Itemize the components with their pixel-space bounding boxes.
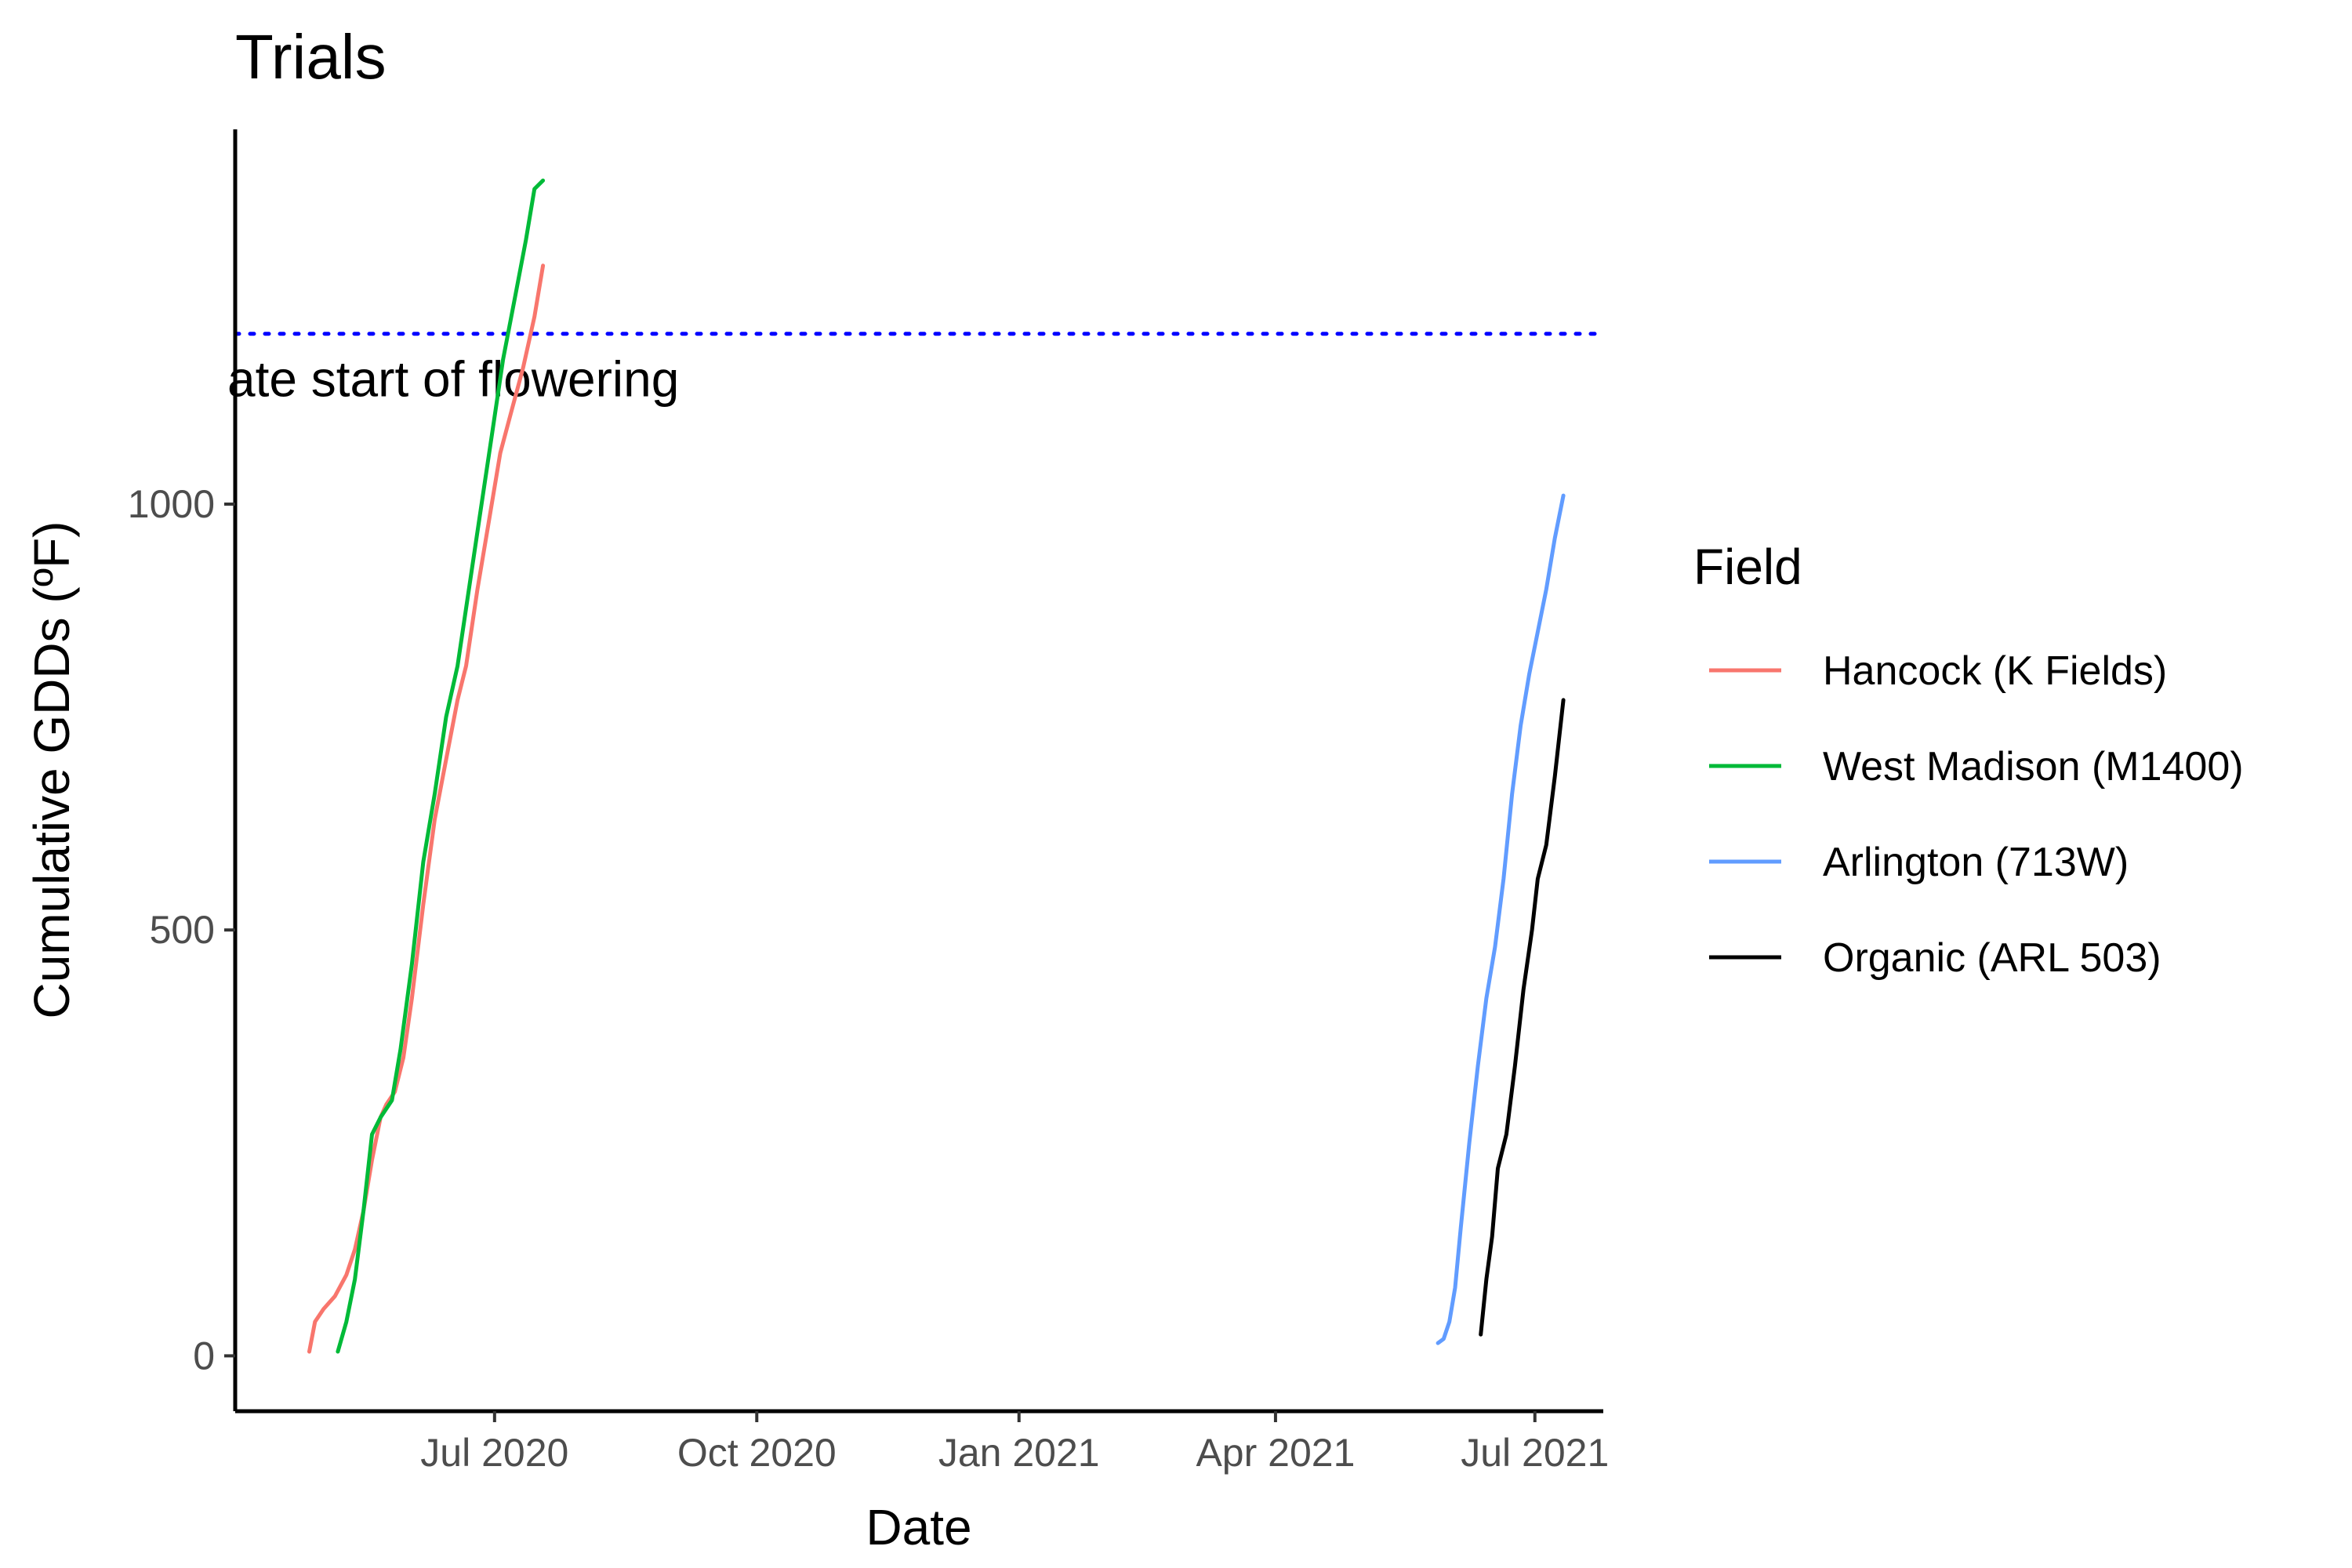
chart-title: Trials xyxy=(235,22,387,92)
x-ticks: Jul 2020 Oct 2020 Jan 2021 Apr 2021 Jul 2021 xyxy=(420,1411,1609,1475)
y-tick-label: 0 xyxy=(193,1334,215,1377)
x-tick-label: Apr 2021 xyxy=(1196,1431,1355,1475)
series-line-3 xyxy=(1436,493,1566,1345)
legend-label-4: Organic (ARL 503) xyxy=(1823,935,2161,981)
x-tick-label: Oct 2020 xyxy=(677,1431,837,1475)
legend-label-1: Hancock (K Fields) xyxy=(1823,648,2167,694)
series-line-1 xyxy=(307,263,546,1354)
plot-area: ate start of flowering xyxy=(227,178,1606,1354)
x-tick-label: Jul 2020 xyxy=(420,1431,568,1475)
y-tick-label: 1000 xyxy=(128,482,215,526)
reference-line-label: ate start of flowering xyxy=(227,351,679,408)
legend-title: Field xyxy=(1693,539,1802,595)
x-axis-title: Date xyxy=(866,1499,971,1555)
y-ticks: 0 500 1000 xyxy=(128,482,235,1377)
legend: Field Hancock (K Fields) West Madison (M1… xyxy=(1693,539,2244,981)
y-axis-title: Cumulative GDDs (ºF) xyxy=(24,521,80,1019)
series-line-2 xyxy=(336,178,546,1354)
series-line-4 xyxy=(1479,698,1566,1337)
legend-label-3: Arlington (713W) xyxy=(1823,840,2129,885)
x-tick-label: Jan 2021 xyxy=(938,1431,1100,1475)
x-tick-label: Jul 2021 xyxy=(1461,1431,1609,1475)
legend-label-2: West Madison (M1400) xyxy=(1823,744,2244,789)
y-tick-label: 500 xyxy=(150,908,215,952)
